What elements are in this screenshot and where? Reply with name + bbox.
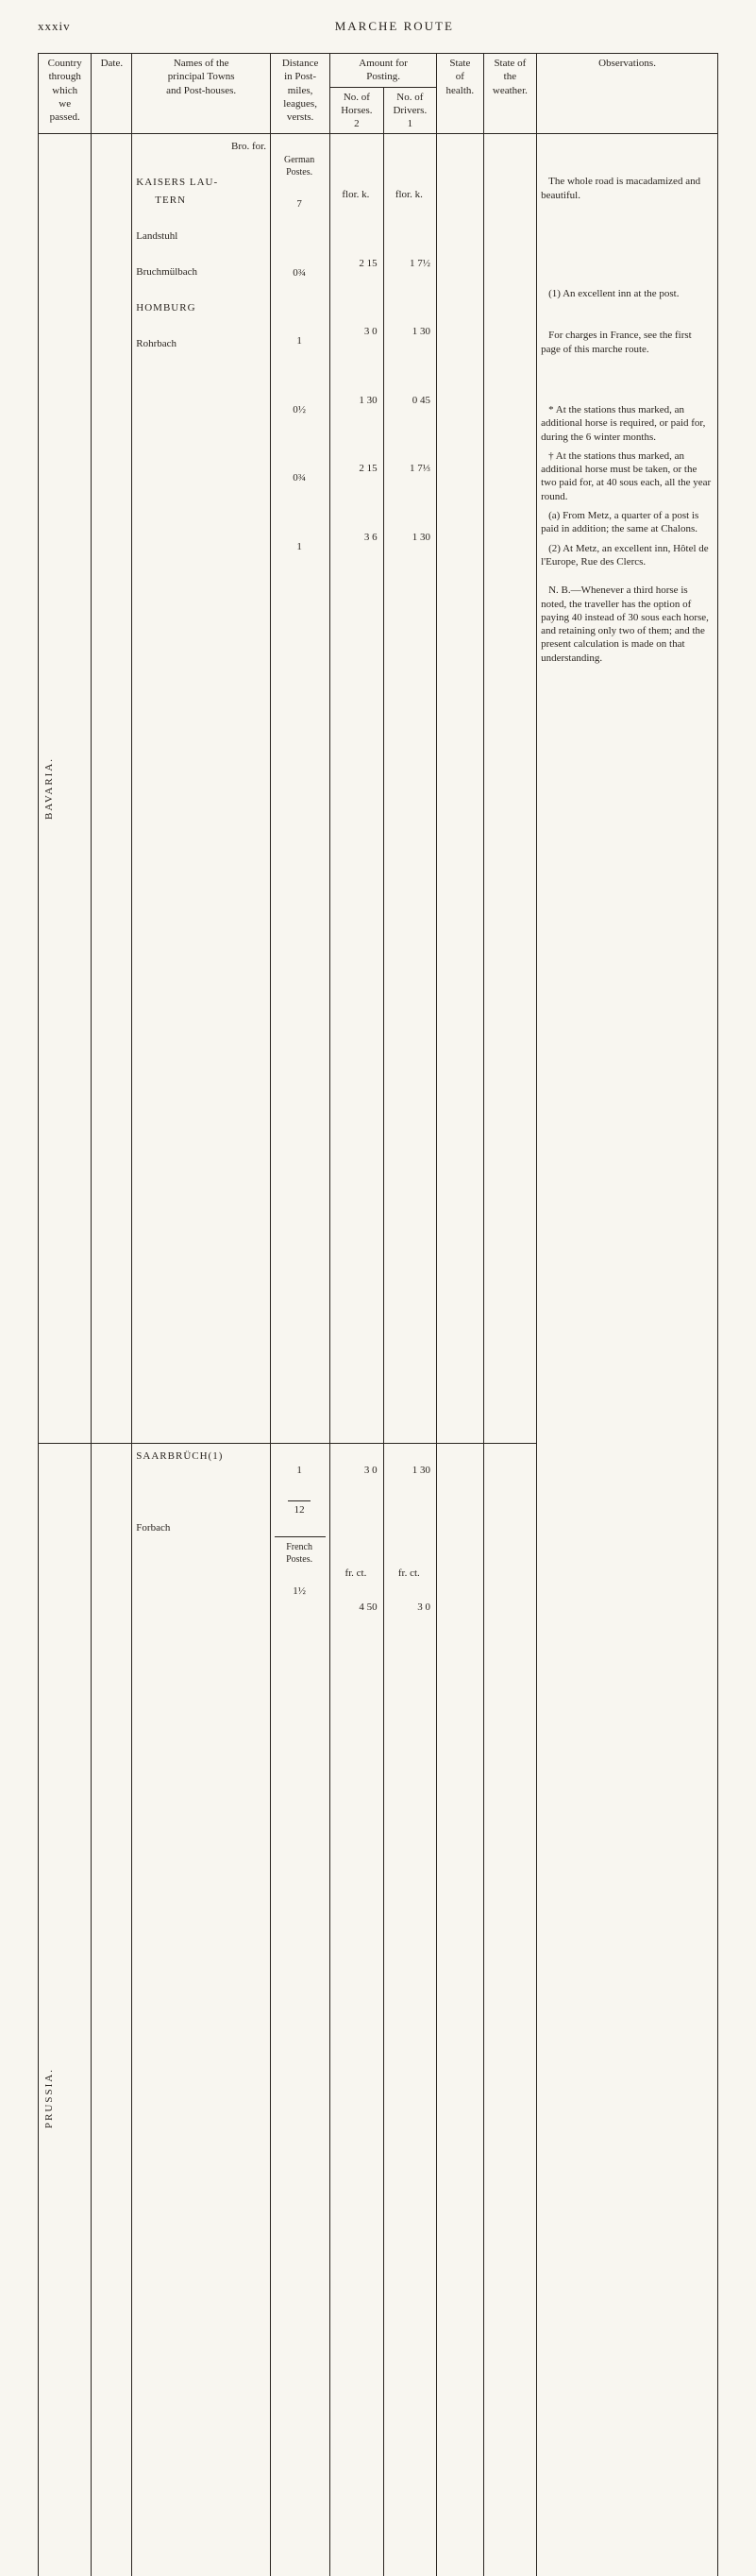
page-title: MARCHE ROUTE [335,19,454,34]
th-state: State of health. [437,54,484,134]
country-prussia: PRUSSIA. [42,1447,56,2576]
page-number: xxxiv [38,19,71,34]
th-country: Country through which we passed. [39,54,92,134]
th-amount: Amount for Posting. [330,54,437,88]
th-distance: Distance in Post- miles, leagues, versts… [271,54,330,134]
th-horses: No. of Horses. 2 [330,87,383,134]
th-date: Date. [92,54,132,134]
table-row: BAVARIA. Bro. for. KAISERS LAU- TERN Lan… [39,134,718,1444]
th-obs: Observations. [537,54,718,134]
route-table: Country through which we passed. Date. N… [38,53,718,2576]
observations: The whole road is macadamized and beauti… [537,134,718,2576]
country-bavaria: BAVARIA. [42,137,56,1440]
th-stateof: State of the weather. [483,54,536,134]
th-drivers: No. of Drivers. 1 [383,87,436,134]
th-names: Names of the principal Towns and Post-ho… [132,54,271,134]
